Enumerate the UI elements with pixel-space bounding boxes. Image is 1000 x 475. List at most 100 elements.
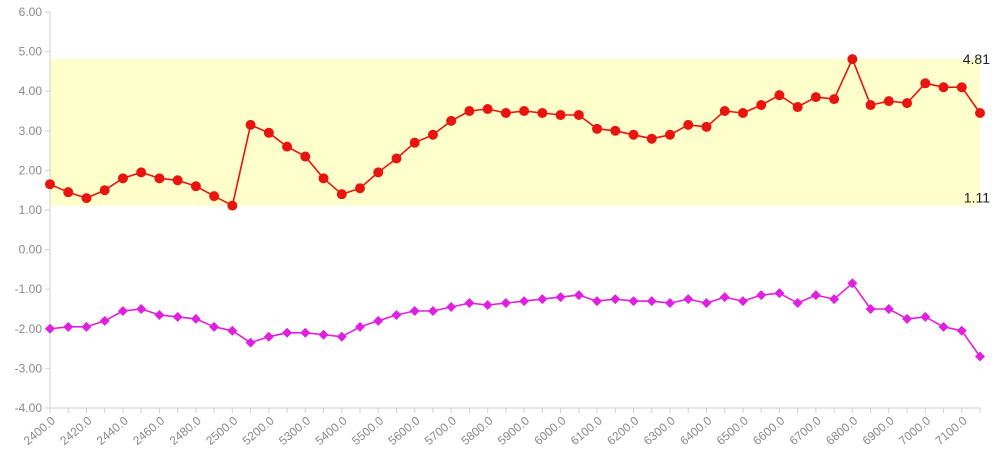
series-2-point xyxy=(610,294,621,305)
series-2-point xyxy=(774,288,785,299)
series-1-point xyxy=(701,121,712,132)
series-2-point xyxy=(683,294,694,305)
series-2-point xyxy=(500,298,511,309)
series-1-point xyxy=(136,167,147,178)
series-1-point xyxy=(975,107,985,118)
series-1-point xyxy=(792,102,803,113)
series-2-point xyxy=(245,337,256,348)
y-tick-label: -1.00 xyxy=(15,282,43,296)
series-2-point xyxy=(227,325,238,336)
series-1-point xyxy=(282,141,293,152)
series-1-point xyxy=(446,115,457,126)
series-2-point xyxy=(865,304,876,314)
series-2-point xyxy=(792,298,803,309)
series-1-point xyxy=(938,82,949,93)
series-2-point xyxy=(810,290,821,301)
series-1-point xyxy=(683,119,694,130)
x-tick-label: 6300.0 xyxy=(641,413,678,448)
y-tick-label: 0.00 xyxy=(19,243,43,257)
y-tick-label: -3.00 xyxy=(15,361,43,375)
x-tick-label: 5700.0 xyxy=(422,413,459,448)
x-tick-label: 2420.0 xyxy=(57,413,94,448)
series-1-point xyxy=(829,94,840,105)
series-2-point xyxy=(920,311,931,322)
y-tick-label: 4.00 xyxy=(19,84,43,98)
x-tick-label: 5800.0 xyxy=(458,413,495,448)
series-2-point xyxy=(555,292,566,303)
series-1-point xyxy=(190,181,201,192)
series-1-point xyxy=(427,129,438,140)
series-2-point xyxy=(318,329,329,340)
series-1-point xyxy=(592,123,603,134)
x-tick-label: 2440.0 xyxy=(94,413,131,448)
series-1-point xyxy=(355,183,365,194)
series-2-point xyxy=(737,296,748,307)
series-2-point xyxy=(190,313,201,324)
y-tick-label: 5.00 xyxy=(19,45,43,59)
series-2-point xyxy=(154,309,165,320)
series-2-point xyxy=(427,305,438,316)
series-2-point xyxy=(263,331,274,342)
series-2-point xyxy=(573,290,584,301)
x-tick-label: 5600.0 xyxy=(386,413,423,448)
series-1-point xyxy=(482,104,493,115)
series-1-point xyxy=(920,78,931,89)
x-tick-label: 5400.0 xyxy=(313,413,350,448)
series-1-line xyxy=(49,58,981,207)
x-tick-label: 6500.0 xyxy=(714,413,751,448)
series-1-point xyxy=(537,107,548,118)
series-2-point xyxy=(938,321,949,332)
series-1-point xyxy=(719,106,730,116)
series-2-point xyxy=(117,305,128,316)
x-tick-label: 7100.0 xyxy=(933,413,970,448)
series-1-point xyxy=(573,109,584,120)
series-2-point xyxy=(701,298,712,309)
series-1-point xyxy=(883,96,894,107)
series-2-point xyxy=(482,300,493,311)
x-tick-label: 6700.0 xyxy=(787,413,824,448)
series-2-point xyxy=(829,294,840,305)
series-1-point xyxy=(555,109,566,120)
x-tick-label: 6900.0 xyxy=(860,413,897,448)
x-tick-label: 6000.0 xyxy=(531,413,568,448)
x-tick-label: 2500.0 xyxy=(203,413,240,448)
x-tick-label: 6400.0 xyxy=(677,413,714,448)
series-2-point xyxy=(300,327,311,338)
band-high-label: 4.81 xyxy=(963,51,990,67)
series-1-point xyxy=(865,100,876,111)
y-tick-label: 6.00 xyxy=(19,5,43,19)
series-2-point xyxy=(99,315,110,326)
series-1-point xyxy=(263,127,274,138)
series-2-point xyxy=(136,304,147,314)
series-2-line xyxy=(49,282,981,357)
series-2-point xyxy=(63,321,74,332)
series-1-point xyxy=(902,98,913,109)
series-2-point xyxy=(209,321,220,332)
series-2-point xyxy=(282,327,293,338)
series-2-point xyxy=(537,294,548,305)
series-2-point xyxy=(81,321,92,332)
series-1-point xyxy=(336,189,347,200)
x-tick-label: 5300.0 xyxy=(276,413,313,448)
series-1-point xyxy=(810,92,821,103)
series-2-point xyxy=(391,309,402,320)
series-1-point xyxy=(409,137,420,148)
series-1-point xyxy=(81,193,92,204)
series-1-point xyxy=(117,173,128,184)
series-1-point xyxy=(464,106,475,116)
x-tick-label: 5200.0 xyxy=(240,413,277,448)
series-1-point xyxy=(99,185,110,196)
series-2-point xyxy=(665,298,675,309)
y-tick-label: 1.00 xyxy=(19,203,43,217)
series-2-point xyxy=(975,351,985,362)
series-2-point xyxy=(336,331,347,342)
series-1-point xyxy=(63,187,74,198)
series-1-point xyxy=(245,119,256,130)
series-2-point xyxy=(355,321,365,332)
series-1-point xyxy=(646,133,657,144)
series-2-point xyxy=(592,296,603,307)
series-1-point xyxy=(373,167,384,178)
series-2-point xyxy=(902,313,913,324)
series-2-point xyxy=(628,296,639,307)
